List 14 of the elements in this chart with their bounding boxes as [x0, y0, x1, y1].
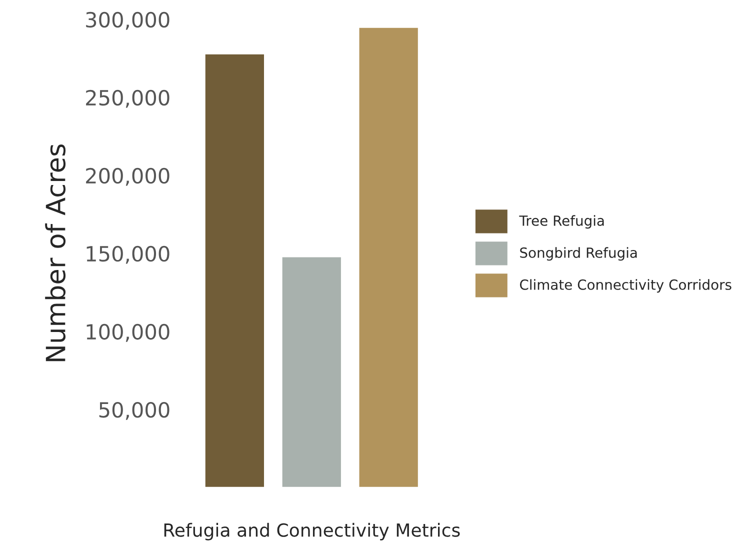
bar — [204, 53, 266, 488]
y-tick-label: 50,000 — [99, 402, 170, 420]
legend-label: Songbird Refugia — [520, 247, 637, 261]
legend-label: Climate Connectivity Corridors — [520, 279, 732, 293]
y-tick-label: 250,000 — [86, 90, 170, 108]
x-axis-title: Refugia and Connectivity Metrics — [164, 522, 460, 540]
y-axis-title: Number of Acres — [45, 144, 66, 362]
bar — [280, 256, 342, 488]
legend-label: Tree Refugia — [519, 215, 604, 229]
y-tick-label: 200,000 — [86, 168, 170, 186]
y-tick-label: 100,000 — [86, 324, 170, 342]
bar — [358, 26, 420, 488]
y-tick-label: 300,000 — [86, 12, 170, 30]
y-tick-label: 150,000 — [86, 246, 170, 264]
